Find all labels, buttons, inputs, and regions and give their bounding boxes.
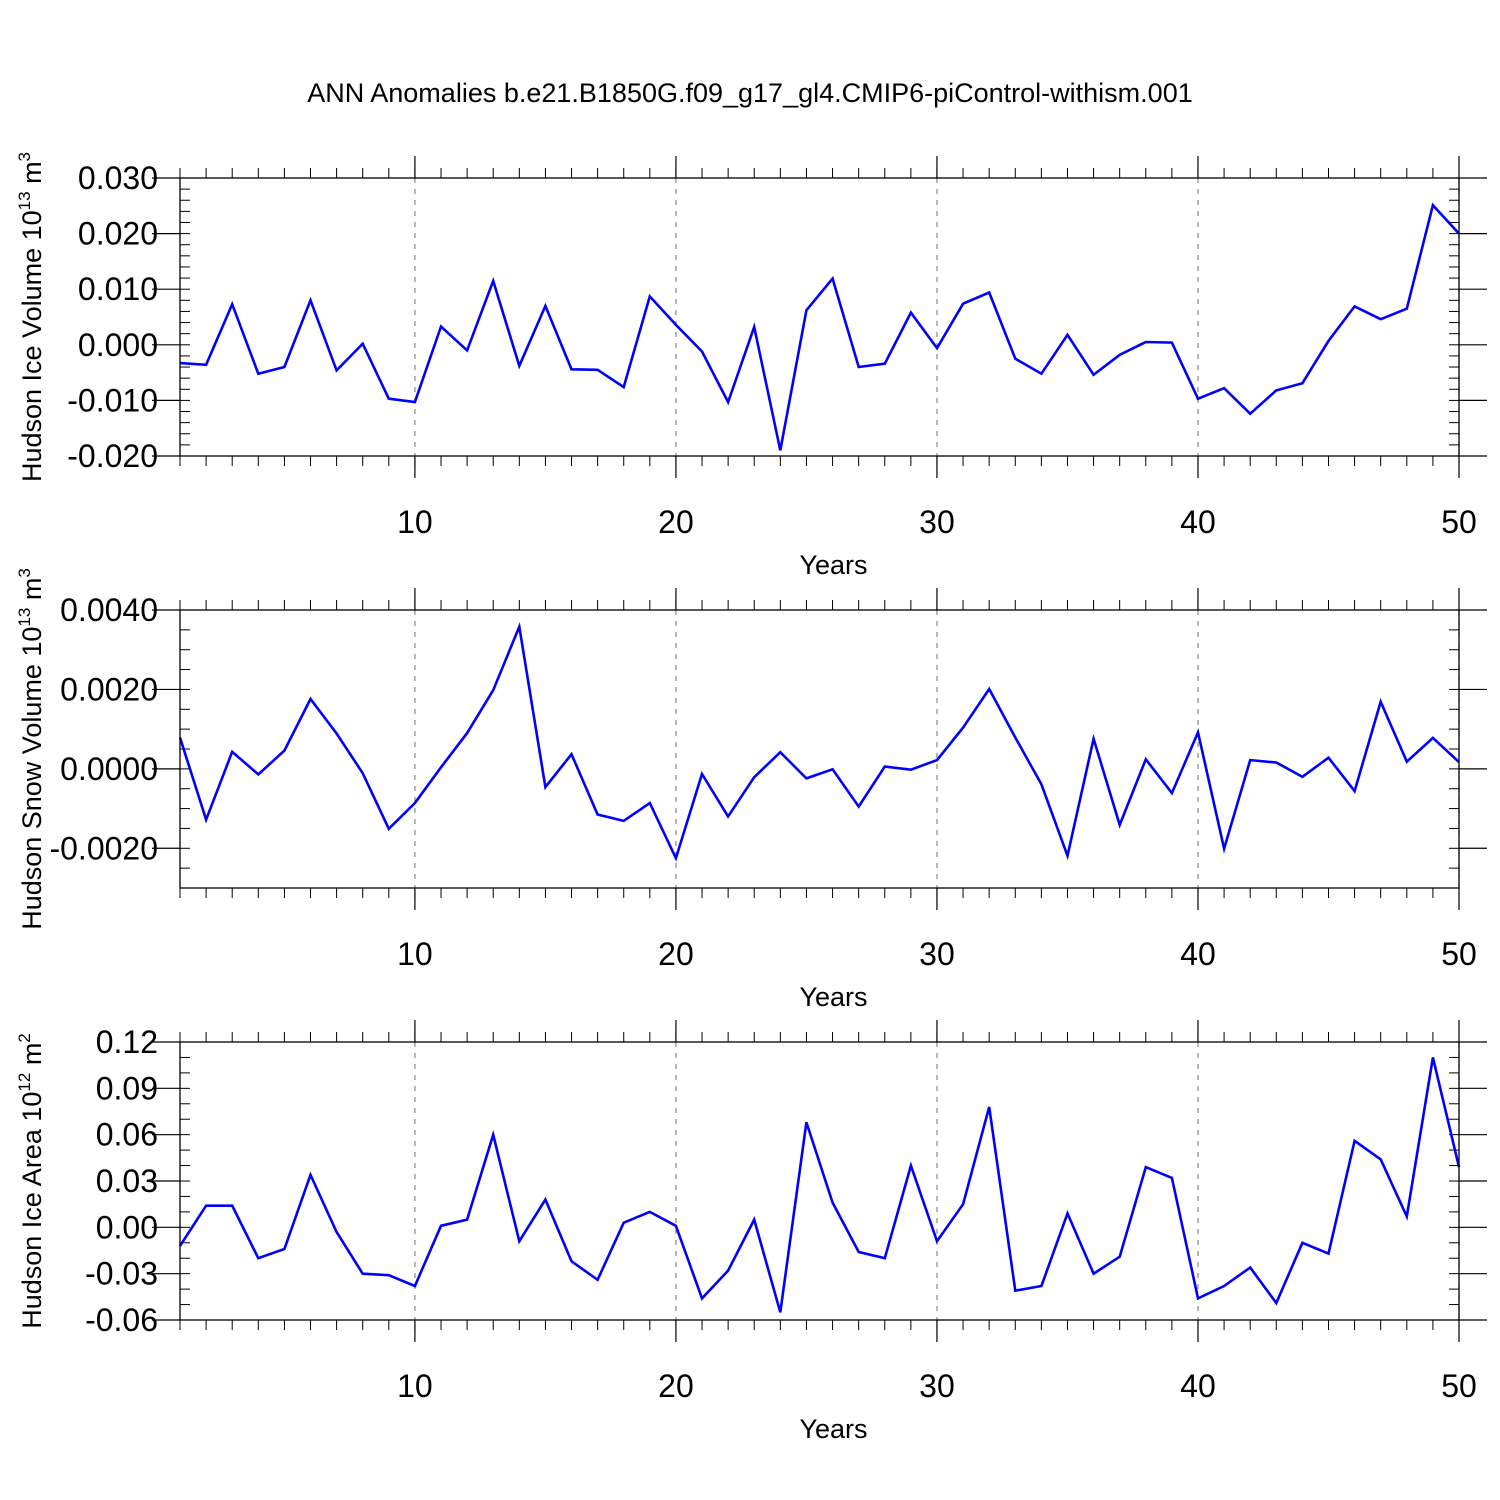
x-tick-label: 40 (1180, 936, 1216, 972)
y-axis-label-text: Hudson Ice Area 10 (17, 1092, 47, 1329)
y-axis-label-unit-exponent: 3 (15, 152, 34, 161)
x-tick-label: 20 (658, 936, 694, 972)
x-tick-label: 50 (1441, 504, 1477, 540)
y-tick-label: 0.00 (96, 1209, 158, 1245)
y-tick-label: 0.010 (78, 271, 158, 307)
y-axis-label-unit: m (17, 161, 47, 191)
x-tick-label: 10 (397, 936, 433, 972)
y-axis-label-unit: m (17, 1043, 47, 1073)
x-axis-label: Years (799, 1414, 867, 1444)
x-tick-label: 20 (658, 504, 694, 540)
x-tick-label: 50 (1441, 1368, 1477, 1404)
y-axis-label: Hudson Ice Area 1012 m2 (15, 1033, 47, 1329)
plot-frame (179, 609, 1460, 889)
x-tick-label: 30 (919, 1368, 955, 1404)
data-series-line (178, 621, 1460, 862)
y-tick-label: -0.0020 (49, 830, 158, 866)
chart-panel-3: -0.06 -0.03 0.00 0.03 0.06 0.09 0.12 10 20 30 40 50… (15, 1020, 1487, 1444)
y-tick-label: -0.03 (85, 1256, 158, 1292)
x-tick-label: 10 (397, 504, 433, 540)
y-axis-label-unit: m (17, 578, 47, 608)
y-axis-label-exponent: 13 (15, 191, 34, 210)
y-tick-label: 0.0000 (60, 751, 158, 787)
x-axis-label: Years (799, 550, 867, 580)
y-tick-label: 0.000 (78, 327, 158, 363)
x-tick-label: 30 (919, 936, 955, 972)
data-series-line (179, 202, 1460, 451)
chart-panel-2: -0.0020 0.0000 0.0020 0.0040 10 20 30 40 50 Years… (15, 568, 1487, 1012)
y-axis-label-text: Hudson Snow Volume 10 (17, 627, 47, 930)
y-axis-label-unit-exponent: 3 (15, 568, 34, 577)
y-axis-label-exponent: 13 (15, 608, 34, 627)
y-tick-label: 0.020 (78, 216, 158, 252)
y-tick-label: 0.0040 (60, 592, 158, 628)
y-tick-label: -0.06 (85, 1302, 158, 1338)
x-tick-label: 30 (919, 504, 955, 540)
y-tick-label: 0.0020 (60, 671, 158, 707)
y-tick-label: -0.010 (67, 382, 158, 418)
x-tick-label: 50 (1441, 936, 1477, 972)
x-tick-label: 40 (1180, 1368, 1216, 1404)
y-tick-label: 0.030 (78, 160, 158, 196)
y-axis-label: Hudson Snow Volume 1013 m3 (15, 568, 47, 930)
data-series-line (178, 1057, 1461, 1313)
y-tick-label: 0.03 (96, 1163, 158, 1199)
x-tick-label: 20 (658, 1368, 694, 1404)
plot-frame (179, 177, 1460, 457)
y-axis-label-exponent: 12 (15, 1073, 34, 1092)
y-axis-label-unit-exponent: 2 (15, 1033, 34, 1042)
chart-panel-1: -0.020 -0.010 0.000 0.010 0.020 0.030 10 20 30 40… (15, 152, 1487, 580)
x-axis-label: Years (799, 982, 867, 1012)
x-tick-label: 10 (397, 1368, 433, 1404)
y-axis-label: Hudson Ice Volume 1013 m3 (15, 152, 47, 482)
x-tick-label: 40 (1180, 504, 1216, 540)
plot-frame (179, 1041, 1460, 1321)
y-axis-label-text: Hudson Ice Volume 10 (17, 210, 47, 482)
y-tick-label: -0.020 (67, 438, 158, 474)
y-tick-label: 0.09 (96, 1070, 158, 1106)
y-tick-label: 0.12 (96, 1024, 158, 1060)
y-tick-label: 0.06 (96, 1117, 158, 1153)
page-title: ANN Anomalies b.e21.B1850G.f09_g17_gl4.C… (307, 78, 1193, 108)
